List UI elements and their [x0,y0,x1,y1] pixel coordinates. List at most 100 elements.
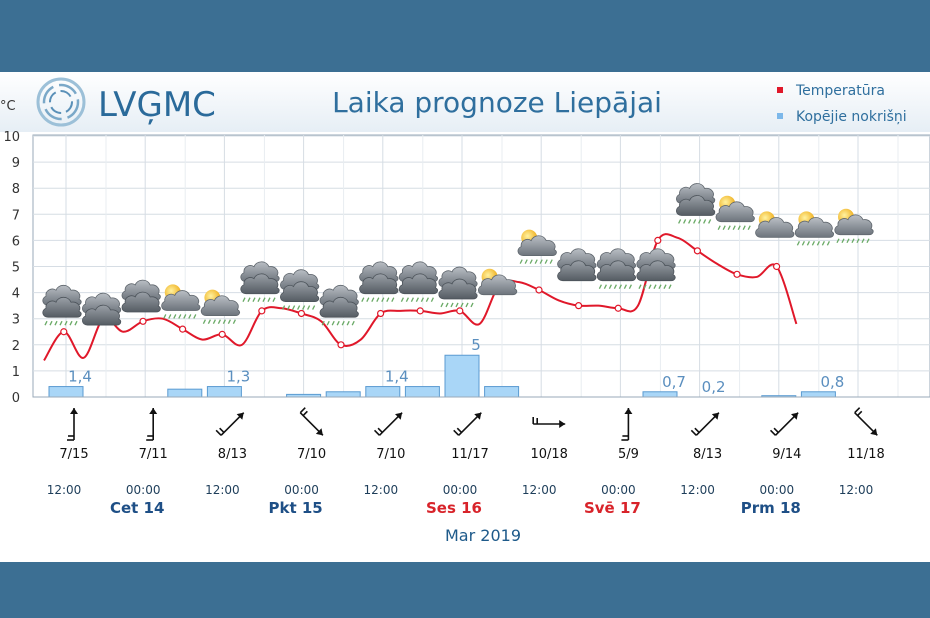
rain-drop-icon [846,238,850,244]
temperature-point [772,262,781,271]
wind-arrow-icon [146,408,158,441]
y-tick-label: 8 [12,182,20,197]
rain-drop-icon [470,302,474,308]
rain-drop-icon [841,238,845,244]
rain-drop-icon [722,225,726,230]
cloud-icon [121,279,161,313]
header-strip [0,72,930,132]
wind-head [395,412,403,420]
rain-drop-icon [440,302,444,308]
rain-drop-icon [351,320,355,326]
precip-label: 0,8 [820,373,844,391]
wind-arrow-icon [690,412,720,436]
rain-drop-icon [703,219,707,224]
time-tick-label: 00:00 [126,483,161,497]
rain-drop-icon [410,297,414,303]
rain-drop-icon [519,259,523,264]
rain-drop-icon [376,297,380,303]
precip-label: 0,2 [702,378,726,396]
rain-drop-icon [737,225,741,230]
rain-drop-icon [212,319,216,324]
rain-drop-icon [663,284,667,289]
rain-drop-icon [183,314,187,319]
rain-drop-icon [262,297,266,303]
rain-drop-icon [168,314,172,319]
rain-drop-icon [796,241,800,246]
precip-bar [206,386,242,398]
wind-label: 9/14 [772,447,801,462]
wind-arrow-icon [453,412,482,436]
y-tick-label: 9 [12,156,20,171]
wind-barb [215,429,222,436]
time-tick-label: 12:00 [680,483,715,497]
wind-label: 11/18 [847,447,884,462]
rain-drop-icon [539,259,543,264]
rain-drop-icon [811,241,815,246]
logo-text: LVĢMC [98,85,216,125]
rain-drop-icon [217,319,221,324]
wind-head [624,408,633,414]
wind-head [559,420,566,428]
chart-title: Laika prognoze Liepājai [332,86,662,119]
rain-drop-icon [529,259,533,264]
legend: Temperatūra Kopējie nokrišņi [777,83,907,125]
wind-head [711,412,719,420]
day-label: Prm 18 [741,499,801,517]
precip-bar [167,388,203,398]
precip-label: 0,7 [662,373,686,391]
rain-drop-icon [321,320,325,326]
day-labels: Cet 14 Pkt 15 Ses 16 Svē 17 Prm 18 [110,499,801,517]
rain-drop-icon [302,305,306,310]
sun-cloud-rain-icon [200,289,240,324]
wind-arrow-icon [769,412,799,436]
rain-drop-icon [242,297,246,303]
y-tick-label: 5 [12,261,20,276]
temperature-series [43,233,798,362]
rain-drop-icon [247,297,251,303]
rain-drop-icon [282,305,286,310]
rain-drop-icon [460,302,464,308]
rain-drop-icon [366,297,370,303]
rain-drop-icon [331,320,335,326]
precip-label: 5 [471,336,481,354]
rain-drop-icon [598,284,602,289]
rain-drop-icon [836,238,840,244]
rain-drop-icon [64,320,68,326]
time-tick-label: 00:00 [601,483,636,497]
y-tick-label: 7 [12,208,20,223]
sun-cloud-rain-icon [161,284,201,319]
rain-drop-icon [287,305,291,310]
sun-cloud-icon [755,211,795,238]
rain-drop-icon [648,284,652,289]
rain-drop-icon [272,297,276,303]
rain-drop-icon [400,297,404,303]
wind-barb [694,427,700,434]
time-tick-label: 00:00 [443,483,478,497]
rain-drop-icon [420,297,424,303]
y-axis: 0 1 2 3 4 5 6 7 8 9 10 [3,130,20,406]
rain-drop-icon [708,219,712,224]
rain-drop-icon [312,305,316,310]
cloud-rain-icon [359,261,399,303]
wind-label: 7/11 [139,447,168,462]
rain-drop-icon [683,219,687,224]
rain-drop-icon [742,225,746,230]
rain-drop-icon [747,225,751,230]
rain-drop-icon [386,297,390,303]
wind-barb [769,429,777,436]
rain-drop-icon [688,219,692,224]
rain-drop-icon [638,284,642,289]
wind-arrow-icon [621,408,633,441]
cloud-rain-icon [636,248,676,289]
cloud-rain-icon [398,261,438,303]
rain-drop-icon [297,305,301,310]
rain-drop-icon [623,284,627,289]
sun-cloud-icon [477,268,518,296]
rain-drop-icon [371,297,375,303]
wind-barb [453,429,460,436]
rain-drop-icon [69,320,73,326]
precip-bar [444,354,480,398]
rain-drop-icon [465,302,469,308]
wind-barb [456,427,463,434]
rain-drop-icon [207,319,211,324]
